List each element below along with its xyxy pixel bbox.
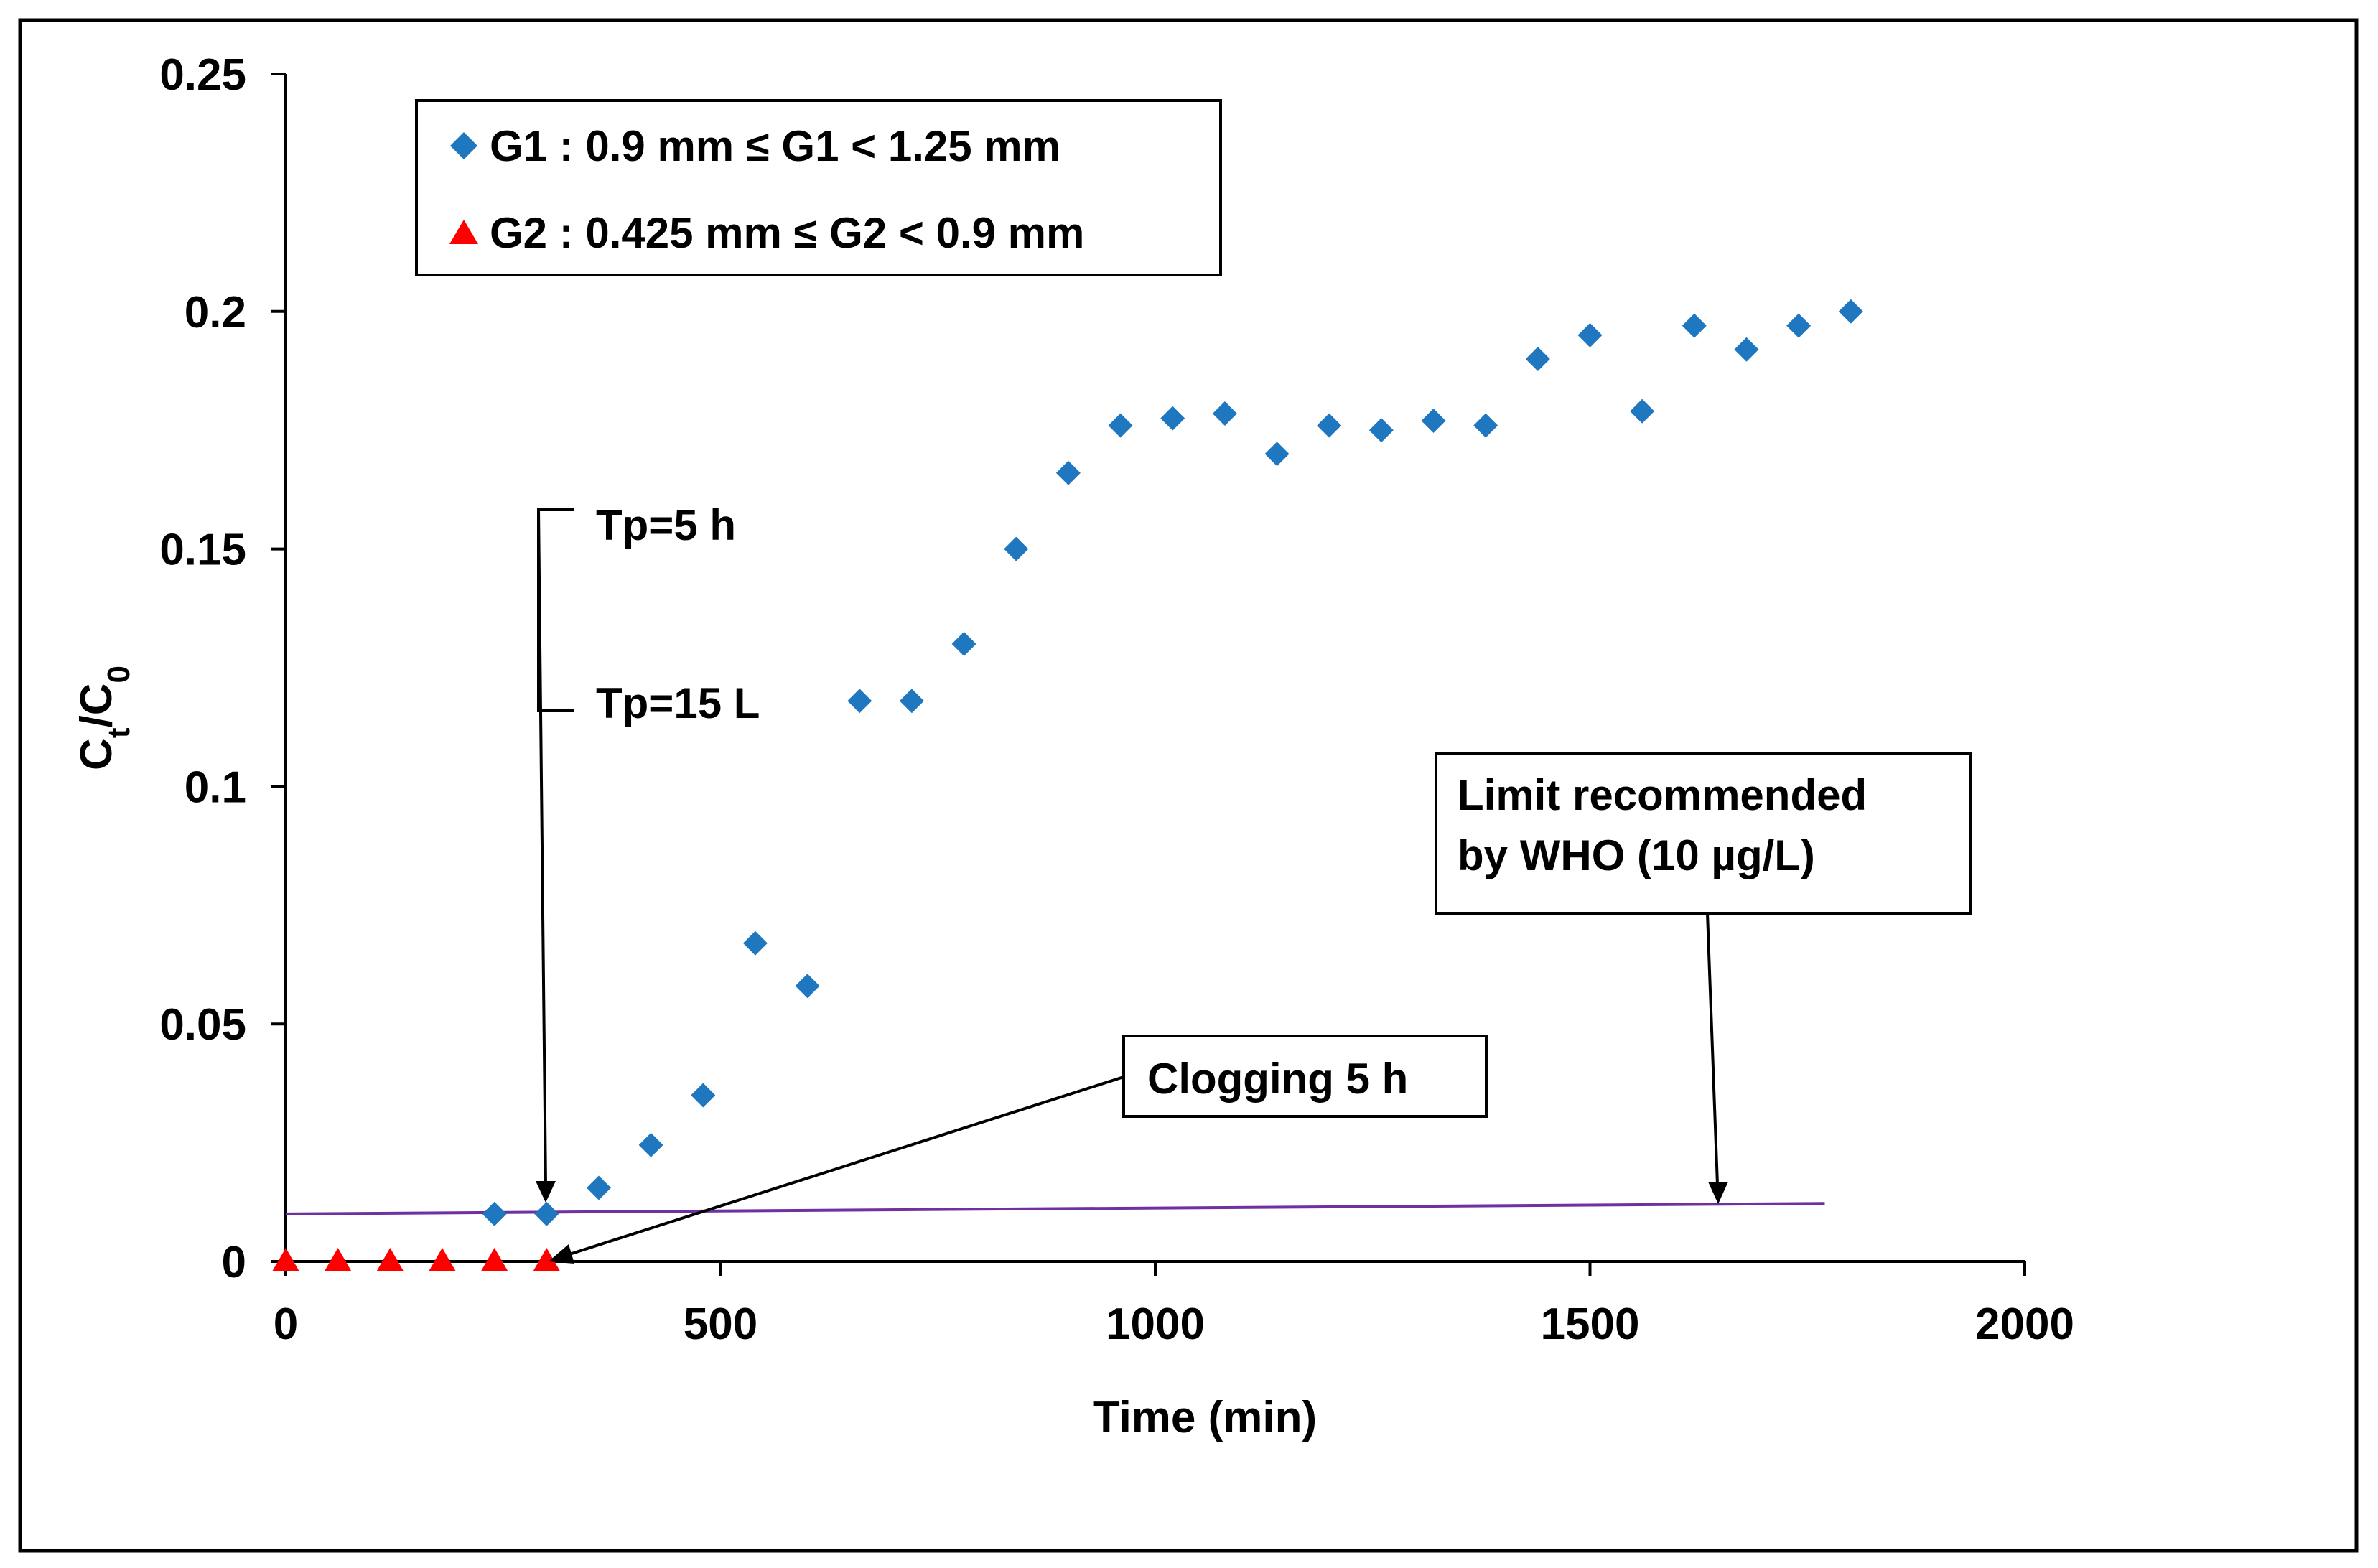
- clogging-box: [1122, 1035, 1488, 1118]
- g1-point: [1838, 299, 1863, 324]
- g1-point: [847, 689, 872, 714]
- g1-point: [534, 1201, 559, 1226]
- g1-point: [1473, 413, 1498, 438]
- legend-g1-marker: [450, 132, 477, 159]
- g2-point: [324, 1248, 352, 1271]
- x-tick-label: 2000: [1975, 1299, 2074, 1349]
- g2-point: [480, 1248, 508, 1271]
- g1-point: [1734, 337, 1759, 362]
- g1-point: [691, 1083, 716, 1108]
- legend-g2-marker: [449, 220, 478, 244]
- g1-point: [742, 930, 768, 956]
- tp-liters-label: Tp=15 L: [596, 679, 760, 727]
- clogging-arrow-line: [566, 1075, 1124, 1256]
- tp-annotation: Tp=5 h Tp=15 L: [536, 501, 760, 1203]
- x-tick-label: 0: [274, 1299, 298, 1349]
- tp-arrow-head: [536, 1181, 556, 1203]
- clogging-annotation: Clogging 5 h: [549, 1035, 1488, 1264]
- who-label-line2: by WHO (10 µg/L): [1458, 831, 1815, 879]
- clogging-arrow-head: [549, 1244, 574, 1264]
- g1-point: [1004, 536, 1029, 561]
- g1-point: [1055, 460, 1081, 485]
- g1-point: [1682, 313, 1707, 338]
- g1-point: [1786, 313, 1812, 338]
- g1-point: [795, 974, 820, 999]
- y-axis-label: Ct/C0: [72, 666, 136, 770]
- who-arrow-line: [1706, 913, 1719, 1185]
- g1-point: [1421, 408, 1446, 433]
- g1-point: [638, 1132, 663, 1157]
- g1-point: [1525, 346, 1550, 371]
- series-g1: [482, 299, 1863, 1226]
- tp-arrow-line: [537, 509, 547, 1185]
- g1-point: [899, 689, 924, 714]
- tick-labels: 0 0.05 0.1 0.15 0.2 0.25 0 500 1000 1500 2000: [159, 50, 2074, 1349]
- g2-point: [272, 1248, 299, 1271]
- legend-g1-label: G1 : 0.9 mm ≤ G1 < 1.25 mm: [490, 122, 1060, 170]
- g2-point: [428, 1248, 456, 1271]
- legend-g2-label: G2 : 0.425 mm ≤ G2 < 0.9 mm: [490, 209, 1084, 257]
- y-tick-label: 0.2: [185, 288, 246, 337]
- g2-point: [376, 1248, 404, 1271]
- who-box: [1435, 752, 1972, 915]
- g1-point: [482, 1201, 507, 1226]
- x-tick-label: 500: [684, 1299, 757, 1349]
- y-tick-label: 0.1: [185, 762, 246, 812]
- y-tick-label: 0.15: [159, 526, 246, 575]
- y-tick-label: 0: [222, 1238, 246, 1287]
- y-tick-label: 0.05: [159, 1000, 246, 1050]
- g1-point: [1368, 418, 1394, 443]
- x-axis-label: Time (min): [1093, 1393, 1317, 1442]
- g1-point: [1160, 406, 1185, 431]
- series-g2: [272, 1248, 561, 1271]
- g1-point: [1108, 413, 1133, 438]
- g1-point: [1212, 401, 1237, 426]
- g1-point: [1577, 322, 1603, 347]
- g1-point: [1264, 442, 1290, 467]
- g1-point: [1317, 413, 1342, 438]
- legend-box: [415, 99, 1222, 276]
- legend: G1 : 0.9 mm ≤ G1 < 1.25 mm G2 : 0.425 mm…: [415, 99, 1222, 276]
- g2-point: [533, 1248, 561, 1271]
- x-tick-label: 1000: [1106, 1299, 1205, 1349]
- g1-point: [1630, 398, 1655, 424]
- who-annotation: Limit recommended by WHO (10 µg/L): [1435, 752, 1972, 1204]
- x-tick-label: 1500: [1541, 1299, 1640, 1349]
- tp-hours-label: Tp=5 h: [596, 501, 736, 549]
- clogging-label: Clogging 5 h: [1147, 1055, 1408, 1103]
- g1-point: [951, 631, 976, 656]
- y-tick-label: 0.25: [159, 50, 246, 100]
- g1-point: [586, 1175, 611, 1200]
- who-label-line1: Limit recommended: [1458, 771, 1867, 819]
- who-arrow-head: [1708, 1182, 1728, 1204]
